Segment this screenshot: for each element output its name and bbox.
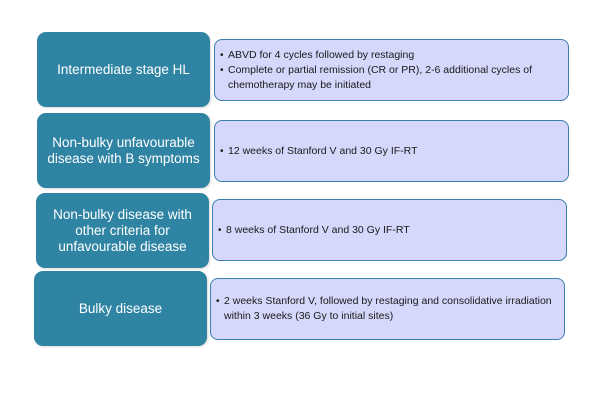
bullet-text: 2 weeks Stanford V, followed by restagin… <box>224 295 552 322</box>
row-label-text: Non-bulky disease with other criteria fo… <box>53 206 192 254</box>
bullet-icon: • <box>220 145 224 157</box>
row-label-text: Bulky disease <box>78 300 163 316</box>
bullet-icon: • <box>218 224 222 236</box>
bullet-icon: • <box>220 64 224 76</box>
bullet-item: • 12 weeks of Stanford V and 30 Gy IF-RT <box>220 144 562 159</box>
bullet-icon: • <box>220 49 224 61</box>
row-detail-intermediate-stage: • ABVD for 4 cycles followed by restagin… <box>214 39 569 101</box>
row-label-text: Intermediate stage HL <box>57 61 190 77</box>
bullet-list: • ABVD for 4 cycles followed by restagin… <box>220 48 562 93</box>
bullet-text: 12 weeks of Stanford V and 30 Gy IF-RT <box>228 144 418 157</box>
bullet-icon: • <box>216 296 220 307</box>
bullet-item: • 2 weeks Stanford V, followed by restag… <box>216 294 558 324</box>
bullet-text: ABVD for 4 cycles followed by restaging <box>228 48 415 61</box>
row-detail-bulky-disease: • 2 weeks Stanford V, followed by restag… <box>210 278 565 340</box>
bullet-list: • 2 weeks Stanford V, followed by restag… <box>216 294 558 324</box>
bullet-list: • 8 weeks of Stanford V and 30 Gy IF-RT <box>218 223 560 238</box>
row-label-intermediate-stage: Intermediate stage HL <box>37 32 210 107</box>
bullet-text: Complete or partial remission (CR or PR)… <box>228 63 533 91</box>
row-detail-non-bulky-other-criteria: • 8 weeks of Stanford V and 30 Gy IF-RT <box>212 199 567 261</box>
bullet-item: • Complete or partial remission (CR or P… <box>220 63 562 93</box>
bullet-text: 8 weeks of Stanford V and 30 Gy IF-RT <box>226 223 410 236</box>
row-label-text: Non-bulky unfavourable disease with B sy… <box>47 134 200 166</box>
bullet-item: • ABVD for 4 cycles followed by restagin… <box>220 48 562 63</box>
row-label-non-bulky-other-criteria: Non-bulky disease with other criteria fo… <box>36 193 209 268</box>
bullet-list: • 12 weeks of Stanford V and 30 Gy IF-RT <box>220 144 562 159</box>
row-label-non-bulky-b-symptoms: Non-bulky unfavourable disease with B sy… <box>37 113 210 188</box>
row-label-bulky-disease: Bulky disease <box>34 271 207 346</box>
bullet-item: • 8 weeks of Stanford V and 30 Gy IF-RT <box>218 223 560 238</box>
row-detail-non-bulky-b-symptoms: • 12 weeks of Stanford V and 30 Gy IF-RT <box>214 120 569 182</box>
